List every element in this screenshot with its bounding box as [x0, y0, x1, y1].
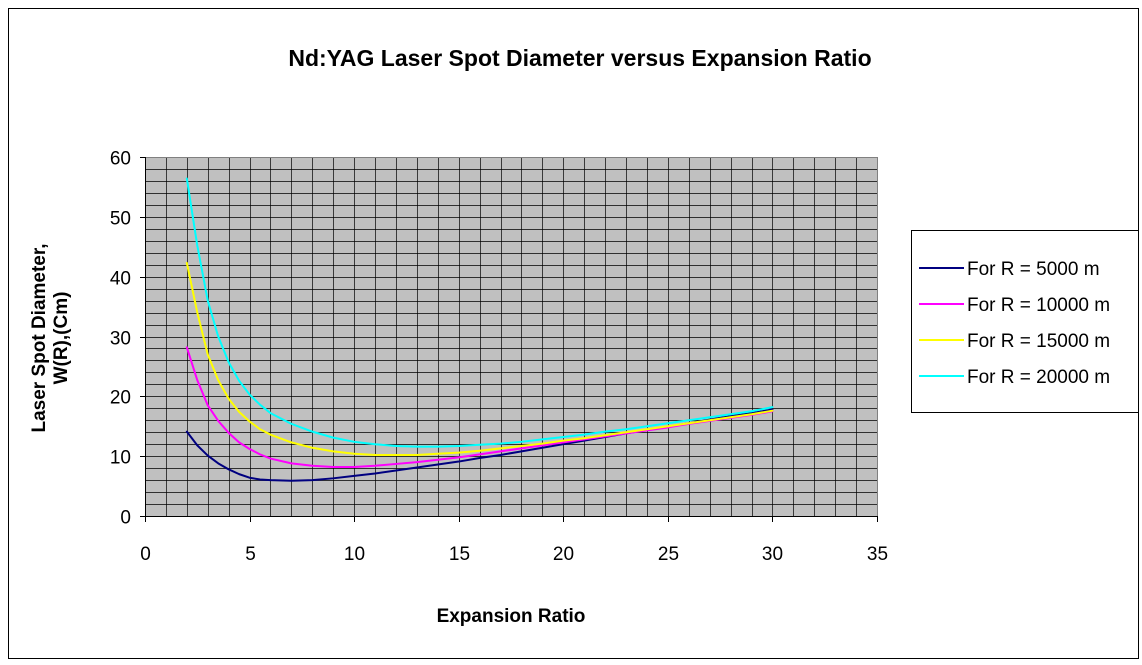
y-tick-label: 10 — [110, 448, 131, 469]
plot-background — [145, 157, 877, 516]
legend-items: For R = 5000 m For R = 10000 m For R = 150… — [919, 259, 1110, 388]
chart-title: Nd:YAG Laser Spot Diameter versus Expans… — [288, 45, 871, 71]
y-tick-label: 20 — [110, 388, 131, 409]
x-tick-label: 15 — [449, 544, 470, 565]
y-tick-label: 60 — [110, 149, 131, 170]
legend-label-2: For R = 10000 m — [967, 295, 1110, 316]
x-axis-title: Expansion Ratio — [437, 606, 586, 627]
x-tick-label: 5 — [245, 544, 256, 565]
legend-label-1: For R = 5000 m — [967, 259, 1100, 280]
y-tick-label: 50 — [110, 209, 131, 230]
x-tick-label: 25 — [658, 544, 679, 565]
series-lines — [185, 177, 774, 482]
y-axis-title-line-1: Laser Spot Diameter, — [29, 243, 50, 432]
y-tick-label: 0 — [120, 508, 131, 529]
x-tick-label: 20 — [553, 544, 574, 565]
series-line-4 — [185, 177, 774, 448]
axes: 0 5 10 15 20 25 30 35 0 10 20 30 40 50 60 — [110, 149, 888, 566]
y-axis-title-line-2: W(R),(Cm) — [51, 292, 72, 385]
series-line-2 — [185, 346, 774, 468]
y-tick-label: 40 — [110, 269, 131, 290]
series-line-3 — [185, 261, 774, 456]
x-tick-label: 10 — [344, 544, 365, 565]
x-tick-label: 35 — [867, 544, 888, 565]
plot-area — [145, 157, 878, 517]
legend: For R = 5000 m For R = 10000 m For R = 150… — [911, 230, 1139, 413]
y-tick-label: 30 — [110, 329, 131, 350]
legend-label-4: For R = 20000 m — [967, 367, 1110, 388]
x-tick-label: 0 — [140, 544, 151, 565]
x-tick-label: 30 — [762, 544, 783, 565]
y-axis-title: Laser Spot Diameter, W(R),(Cm) — [29, 243, 72, 432]
legend-label-3: For R = 15000 m — [967, 331, 1110, 352]
legend-box — [911, 230, 1139, 413]
